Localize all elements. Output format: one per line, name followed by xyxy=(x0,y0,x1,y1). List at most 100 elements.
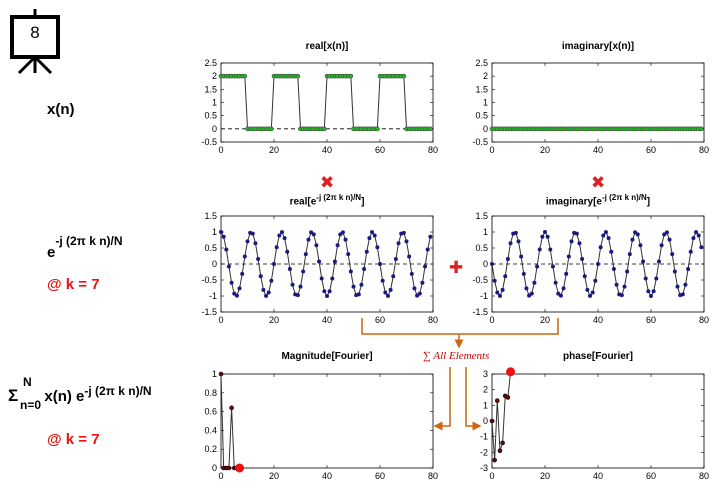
data-point xyxy=(343,237,348,242)
data-point xyxy=(622,284,627,289)
y-tick-label: 0.8 xyxy=(204,388,217,398)
title-phase: phase[Fourier] xyxy=(562,351,634,362)
data-point xyxy=(667,237,672,242)
data-point xyxy=(264,293,269,298)
data-point xyxy=(372,233,377,238)
flow-arrows xyxy=(361,318,559,431)
data-point xyxy=(370,230,375,235)
x-tick-label: 80 xyxy=(428,145,438,155)
data-point xyxy=(588,293,593,298)
x-tick-label: 0 xyxy=(218,145,223,155)
data-point xyxy=(229,280,234,285)
data-point xyxy=(356,292,361,297)
data-point xyxy=(311,232,316,237)
multiply-icon-2: ✖ xyxy=(591,173,606,192)
data-point xyxy=(417,291,422,296)
data-point xyxy=(524,286,529,291)
data-point xyxy=(282,236,287,241)
data-point xyxy=(638,243,643,248)
y-tick-label: 0.5 xyxy=(204,243,217,253)
x-tick-label: 40 xyxy=(322,471,332,481)
x-tick-label: 80 xyxy=(428,315,438,325)
y-tick-label: -1 xyxy=(480,432,488,442)
y-tick-label: 1.5 xyxy=(475,211,488,221)
x-tick-label: 20 xyxy=(269,315,279,325)
x-tick-label: 80 xyxy=(699,315,709,325)
data-point xyxy=(497,448,503,454)
data-point xyxy=(699,245,704,250)
data-point xyxy=(362,267,367,272)
kernel-exp: -j (2π k n)/N xyxy=(55,234,123,248)
data-point xyxy=(611,267,616,272)
data-point xyxy=(540,234,545,239)
data-point xyxy=(269,126,274,132)
y-tick-label: 0 xyxy=(483,416,488,426)
data-point xyxy=(489,418,495,424)
data-point xyxy=(295,293,300,298)
data-point xyxy=(393,256,398,261)
data-point xyxy=(409,271,414,276)
data-point xyxy=(380,278,385,283)
data-point xyxy=(359,282,364,287)
data-point xyxy=(619,293,624,298)
data-point xyxy=(245,239,250,244)
data-point xyxy=(566,254,571,259)
series-line xyxy=(220,231,431,298)
data-point xyxy=(564,271,569,276)
data-point xyxy=(306,237,311,242)
y-tick-label: 1 xyxy=(212,227,217,237)
data-point xyxy=(492,457,497,463)
sum-all-elements: ∑ All Elements xyxy=(423,350,490,362)
label-xn: x(n) xyxy=(47,101,75,118)
y-tick-label: 1 xyxy=(483,227,488,237)
y-tick-label: -3 xyxy=(480,463,488,473)
x-tick-label: 60 xyxy=(646,145,656,155)
data-point xyxy=(672,269,677,274)
data-point xyxy=(285,249,290,254)
x-tick-label: 20 xyxy=(540,145,550,155)
data-point xyxy=(234,293,239,298)
y-tick-label: 0.4 xyxy=(204,425,217,435)
data-point xyxy=(319,276,324,281)
data-point xyxy=(558,293,563,298)
data-point xyxy=(537,247,542,252)
data-point xyxy=(375,245,380,250)
x-tick-label: 20 xyxy=(269,471,279,481)
data-point xyxy=(322,289,327,294)
data-point xyxy=(686,267,691,272)
multiply-icon-1: ✖ xyxy=(320,173,335,192)
data-point xyxy=(654,276,659,281)
y-tick-label: -1 xyxy=(209,291,217,301)
data-point xyxy=(513,230,518,235)
data-point xyxy=(219,230,223,234)
data-point xyxy=(500,440,505,446)
title-imag-exp: imaginary[e-j (2π k n)/N] xyxy=(545,193,651,208)
data-point xyxy=(266,290,271,295)
data-point xyxy=(348,269,353,274)
data-point xyxy=(388,287,393,292)
data-point xyxy=(627,252,632,257)
x-tick-label: 20 xyxy=(540,471,550,481)
data-point xyxy=(229,405,234,411)
data-point xyxy=(428,126,433,132)
slide-number-icon xyxy=(10,9,60,75)
sum-body: x(n) e xyxy=(44,388,85,405)
y-tick-label: 3 xyxy=(483,369,488,379)
data-point xyxy=(497,293,502,298)
data-point xyxy=(590,290,595,295)
data-point xyxy=(242,73,248,79)
data-point xyxy=(218,371,224,377)
plot-real-exp: 1.510.50-0.5-1-1.50 20 40 60 80 xyxy=(201,211,438,325)
plot-magnitude: 1 0.8 0.6 0.4 0.2 00 20 40 60 80 xyxy=(204,369,438,481)
data-point xyxy=(385,293,390,298)
y-tick-label: 2 xyxy=(483,71,488,81)
x-tick-label: 0 xyxy=(218,315,223,325)
data-point xyxy=(272,262,276,266)
data-point xyxy=(664,230,669,235)
data-point xyxy=(237,286,242,291)
data-point xyxy=(298,284,303,289)
data-point xyxy=(675,284,680,289)
plot-imag-exp: 1.510.50-0.5-1-1.50 20 40 60 80 xyxy=(472,211,709,325)
data-point xyxy=(250,231,255,236)
